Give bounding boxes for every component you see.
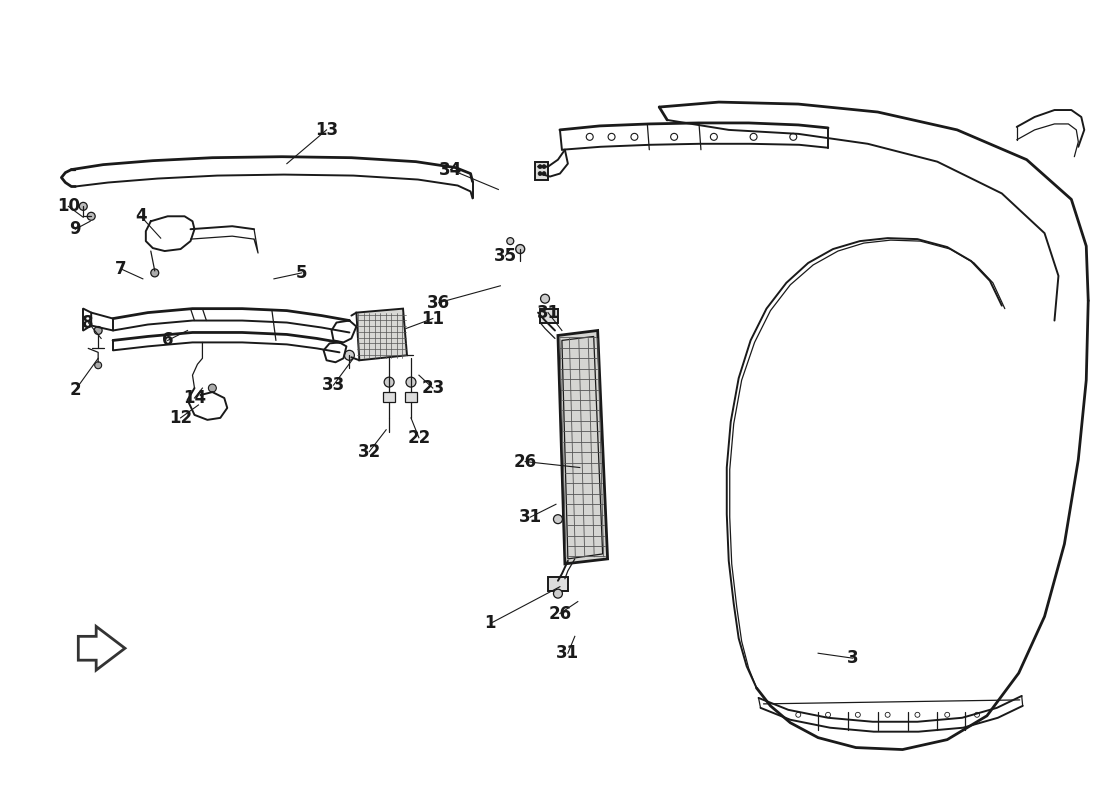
Circle shape bbox=[538, 171, 542, 175]
Text: 35: 35 bbox=[494, 247, 517, 265]
Circle shape bbox=[516, 245, 525, 254]
Text: 8: 8 bbox=[82, 314, 94, 331]
Circle shape bbox=[95, 362, 101, 369]
Text: 22: 22 bbox=[407, 429, 430, 446]
Circle shape bbox=[208, 384, 217, 392]
Text: 9: 9 bbox=[69, 220, 81, 238]
Text: 26: 26 bbox=[514, 453, 537, 470]
Circle shape bbox=[87, 212, 96, 220]
Text: 23: 23 bbox=[421, 379, 444, 397]
Circle shape bbox=[542, 171, 546, 175]
Circle shape bbox=[95, 326, 102, 334]
Text: 34: 34 bbox=[439, 161, 462, 178]
Circle shape bbox=[553, 589, 562, 598]
Circle shape bbox=[507, 238, 514, 245]
Text: 36: 36 bbox=[427, 294, 450, 312]
Circle shape bbox=[553, 514, 562, 524]
Circle shape bbox=[538, 165, 542, 169]
Text: 11: 11 bbox=[421, 310, 444, 327]
Circle shape bbox=[151, 269, 158, 277]
Polygon shape bbox=[535, 162, 548, 179]
Text: 6: 6 bbox=[162, 331, 174, 350]
Polygon shape bbox=[548, 577, 568, 590]
Circle shape bbox=[384, 377, 394, 387]
Text: 3: 3 bbox=[847, 649, 859, 667]
Text: 31: 31 bbox=[557, 644, 580, 662]
Circle shape bbox=[344, 350, 354, 360]
Circle shape bbox=[542, 165, 546, 169]
Text: 1: 1 bbox=[485, 614, 496, 633]
Text: 13: 13 bbox=[315, 121, 338, 139]
Polygon shape bbox=[558, 330, 607, 564]
Circle shape bbox=[540, 294, 550, 303]
Text: 31: 31 bbox=[518, 508, 541, 526]
Text: 7: 7 bbox=[116, 260, 127, 278]
Text: 10: 10 bbox=[57, 198, 80, 215]
Polygon shape bbox=[356, 309, 407, 360]
Text: 4: 4 bbox=[135, 207, 146, 226]
Polygon shape bbox=[405, 392, 417, 402]
Text: 14: 14 bbox=[183, 389, 206, 407]
Text: 33: 33 bbox=[322, 376, 345, 394]
Text: 26: 26 bbox=[549, 605, 572, 622]
Circle shape bbox=[79, 202, 87, 210]
Text: 32: 32 bbox=[358, 442, 381, 461]
Circle shape bbox=[406, 377, 416, 387]
Text: 12: 12 bbox=[169, 409, 192, 427]
Text: 2: 2 bbox=[69, 381, 81, 399]
Polygon shape bbox=[383, 392, 395, 402]
Polygon shape bbox=[540, 309, 558, 322]
Text: 5: 5 bbox=[296, 264, 308, 282]
Text: 31: 31 bbox=[537, 304, 560, 322]
